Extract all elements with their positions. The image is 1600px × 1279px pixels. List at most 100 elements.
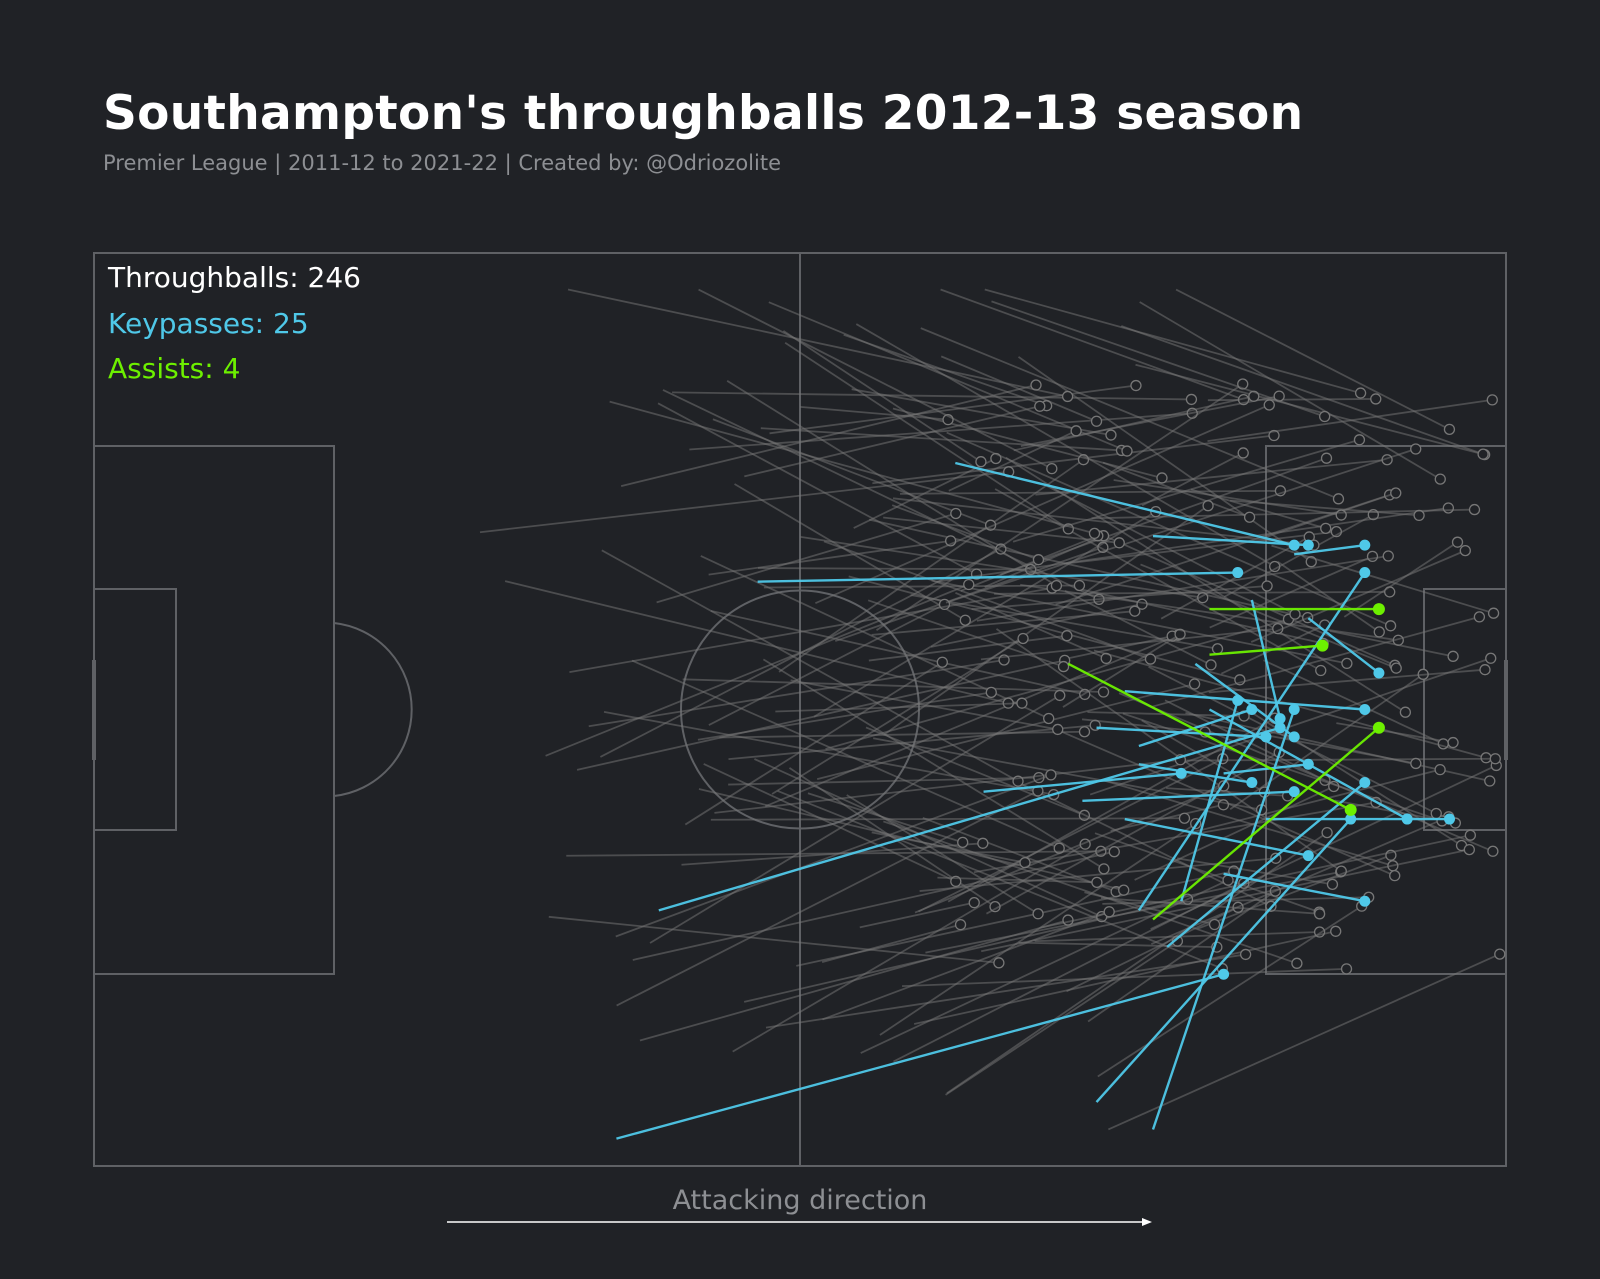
throughball-end-point [950, 507, 962, 520]
keypass-line [1124, 817, 1309, 857]
keypass-line [1096, 726, 1267, 739]
throughball-end-point [1321, 826, 1333, 839]
throughball-end-point [1070, 425, 1082, 437]
throughball-end-point [1052, 723, 1064, 736]
throughball-line [922, 816, 1117, 893]
throughball-end-point [1188, 678, 1201, 690]
throughball-line [822, 910, 1110, 1021]
throughball-line [632, 850, 1115, 961]
throughball-end-point [1319, 410, 1331, 423]
throughball-line [825, 618, 1289, 750]
keypass-end-point [1288, 786, 1300, 798]
throughball-line [689, 412, 1193, 451]
throughball-line [980, 627, 1278, 661]
throughball-end-point [1335, 509, 1347, 521]
throughball-line [1103, 779, 1394, 867]
throughball-end-point [1326, 878, 1339, 890]
throughball-end-point [1479, 664, 1491, 676]
throughball-line [1102, 896, 1369, 905]
throughball-end-point [1332, 493, 1345, 505]
throughball-line [872, 434, 1275, 485]
throughball-end-point [1050, 579, 1063, 592]
throughball-end-point [1390, 487, 1402, 499]
throughball-end-point [1268, 429, 1280, 442]
throughball-line [1175, 288, 1450, 431]
chart-title: Southampton's throughballs 2012-13 seaso… [103, 86, 1304, 141]
keypass-line [757, 571, 1238, 583]
keypass-end-point [1288, 704, 1300, 715]
throughball-end-point [1382, 550, 1394, 562]
throughball-end-point [1043, 712, 1055, 725]
keypass-line [658, 726, 1281, 912]
throughball-end-point [1330, 925, 1342, 937]
throughball-line [984, 288, 1361, 394]
left-six-yard-box [93, 588, 177, 831]
throughball-end-point [1062, 914, 1074, 926]
throughball-end-point [1205, 659, 1217, 671]
throughball-end-point [1103, 906, 1115, 918]
throughball-end-point [1489, 753, 1501, 765]
throughball-line [1097, 905, 1363, 1078]
throughball-end-point [1156, 472, 1168, 484]
throughball-line [684, 661, 943, 826]
assist-end-point [1372, 721, 1385, 734]
throughball-line [710, 609, 1085, 696]
throughball-line [1018, 941, 1217, 949]
throughball-line [1113, 479, 1342, 516]
throughball-line [1019, 782, 1272, 908]
throughball-line [768, 301, 1128, 452]
throughball-end-point [1341, 657, 1353, 670]
keypass-end-point [1288, 731, 1300, 743]
throughball-end-point [1447, 736, 1459, 749]
throughball-line [883, 516, 1120, 544]
throughball-line [873, 737, 1262, 811]
keypass-line [955, 461, 1295, 547]
throughball-end-point [1434, 763, 1446, 776]
throughball-end-point [1202, 500, 1214, 512]
throughball-line [871, 610, 1135, 636]
throughball-line [995, 628, 1342, 872]
keypass-end-point [1302, 758, 1314, 770]
throughball-line [1120, 325, 1484, 455]
throughball-line [1271, 544, 1494, 615]
throughball-line [868, 518, 1308, 619]
throughball-end-point [1108, 846, 1120, 858]
throughball-line [946, 831, 1328, 1094]
throughball-line [1135, 363, 1485, 456]
throughball-end-point [1447, 650, 1459, 662]
throughball-end-point [1443, 423, 1456, 435]
keypass-end-point [1444, 813, 1456, 825]
throughball-line [1190, 488, 1326, 530]
throughball-end-point [1032, 554, 1045, 566]
throughball-end-point [1054, 689, 1066, 702]
throughball-end-point [1088, 527, 1101, 540]
throughball-end-point [1442, 502, 1455, 514]
keypass-line [1152, 534, 1309, 547]
throughball-end-point [1486, 394, 1498, 406]
keypass-line [1151, 709, 1296, 1130]
throughball-line [892, 407, 1163, 479]
throughball-line [1043, 483, 1296, 615]
throughball-end-point [1389, 869, 1401, 882]
direction-label: Attacking direction [673, 1185, 928, 1216]
throughball-end-point [1289, 608, 1301, 620]
throughball-end-point [993, 957, 1005, 969]
throughball-line [846, 794, 1039, 915]
throughball-end-point [1073, 579, 1086, 592]
throughball-end-point [1097, 686, 1110, 698]
throughball-line [946, 431, 1391, 627]
throughball-end-point [1078, 726, 1091, 738]
throughball-line [764, 634, 1179, 808]
throughball-line [1343, 541, 1459, 618]
assist-line [1152, 726, 1380, 921]
assist-line [1067, 662, 1352, 811]
throughball-line [1087, 890, 1276, 1023]
keypass-end-point [1232, 694, 1244, 706]
throughball-end-point [1413, 509, 1425, 522]
throughball-end-point [985, 686, 997, 699]
keypass-line [616, 973, 1224, 1140]
throughball-line [754, 758, 1103, 918]
throughball-end-point [1178, 812, 1191, 824]
throughball-line [620, 384, 1037, 487]
throughball-line [1160, 536, 1310, 620]
